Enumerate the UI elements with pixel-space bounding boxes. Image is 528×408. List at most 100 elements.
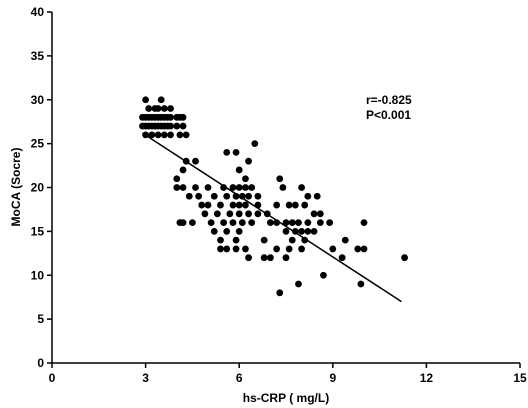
- data-point: [173, 184, 181, 191]
- x-axis-title: hs-CRP ( mg/L): [243, 391, 329, 405]
- data-point: [341, 236, 349, 244]
- data-point: [320, 271, 327, 279]
- data-point: [267, 254, 274, 262]
- data-point: [167, 131, 174, 139]
- data-point: [229, 201, 237, 209]
- data-point: [245, 157, 252, 165]
- data-point: [167, 113, 174, 121]
- data-point: [295, 280, 302, 288]
- correlation-annotation: r=-0.825: [366, 93, 412, 107]
- data-point: [232, 149, 240, 156]
- data-points: [139, 96, 408, 297]
- data-point: [154, 105, 162, 112]
- data-point: [245, 210, 252, 218]
- data-point: [291, 201, 299, 209]
- y-tick-label: 25: [31, 137, 45, 151]
- data-point: [235, 201, 243, 209]
- data-point: [213, 210, 221, 218]
- data-point: [207, 219, 215, 227]
- data-point: [173, 122, 181, 130]
- data-point: [204, 184, 212, 191]
- data-point: [223, 192, 231, 200]
- data-point: [248, 184, 256, 191]
- data-point: [316, 219, 324, 227]
- data-point: [176, 131, 184, 139]
- y-tick-label: 10: [31, 268, 45, 282]
- data-point: [220, 219, 228, 227]
- data-point: [316, 210, 324, 218]
- data-point: [232, 245, 240, 253]
- data-point: [304, 227, 312, 235]
- data-point: [235, 166, 243, 174]
- data-point: [273, 201, 281, 209]
- data-point: [157, 96, 165, 104]
- data-point: [357, 280, 365, 288]
- data-point: [285, 201, 293, 209]
- data-point: [338, 254, 346, 262]
- data-point: [235, 210, 243, 218]
- data-point: [313, 192, 321, 200]
- data-point: [301, 236, 309, 244]
- data-point: [160, 105, 168, 112]
- data-point: [401, 254, 408, 262]
- data-point: [295, 219, 302, 227]
- data-point: [242, 175, 249, 183]
- y-tick-label: 15: [31, 224, 45, 238]
- data-point: [298, 227, 305, 235]
- y-axis-title: MoCA (Socre): [9, 148, 23, 227]
- data-point: [329, 245, 337, 253]
- data-point: [360, 245, 368, 253]
- data-point: [179, 219, 187, 227]
- data-point: [238, 219, 246, 227]
- data-point: [238, 192, 246, 200]
- data-point: [189, 219, 196, 227]
- data-point: [254, 192, 262, 200]
- x-tick-label: 0: [49, 371, 56, 385]
- data-point: [235, 184, 243, 191]
- data-point: [273, 245, 281, 253]
- data-point: [260, 236, 268, 244]
- y-tick-label: 35: [31, 49, 45, 63]
- data-point: [282, 227, 290, 235]
- data-point: [142, 96, 150, 104]
- data-point: [288, 236, 296, 244]
- p-value-annotation: P<0.001: [366, 108, 411, 122]
- x-tick-label: 3: [142, 371, 149, 385]
- data-point: [245, 192, 252, 200]
- data-point: [276, 289, 284, 297]
- data-point: [145, 105, 153, 112]
- data-point: [198, 201, 206, 209]
- data-point: [242, 184, 249, 191]
- data-point: [167, 105, 174, 112]
- data-point: [167, 122, 174, 130]
- data-point: [179, 184, 187, 191]
- data-point: [201, 210, 209, 218]
- y-tick-label: 40: [31, 5, 45, 19]
- data-point: [267, 219, 274, 227]
- data-point: [251, 140, 259, 148]
- data-point: [310, 210, 318, 218]
- data-point: [310, 227, 318, 235]
- x-tick-label: 12: [420, 371, 434, 385]
- y-axis-ticks: 0 5 10 15 20 25 30 35 40: [31, 5, 52, 370]
- data-point: [204, 201, 212, 209]
- data-point: [298, 184, 305, 191]
- data-point: [301, 201, 309, 209]
- data-point: [354, 245, 362, 253]
- data-point: [154, 131, 162, 139]
- data-point: [195, 192, 203, 200]
- data-point: [326, 219, 334, 227]
- data-point: [282, 254, 290, 262]
- regression-line: [142, 132, 402, 303]
- data-point: [229, 219, 237, 227]
- y-tick-label: 5: [37, 312, 44, 326]
- x-tick-label: 6: [236, 371, 243, 385]
- data-point: [229, 184, 237, 191]
- data-point: [288, 219, 296, 227]
- data-point: [148, 131, 156, 139]
- data-point: [245, 254, 252, 262]
- data-point: [254, 210, 262, 218]
- x-tick-label: 9: [329, 371, 336, 385]
- data-point: [210, 192, 218, 200]
